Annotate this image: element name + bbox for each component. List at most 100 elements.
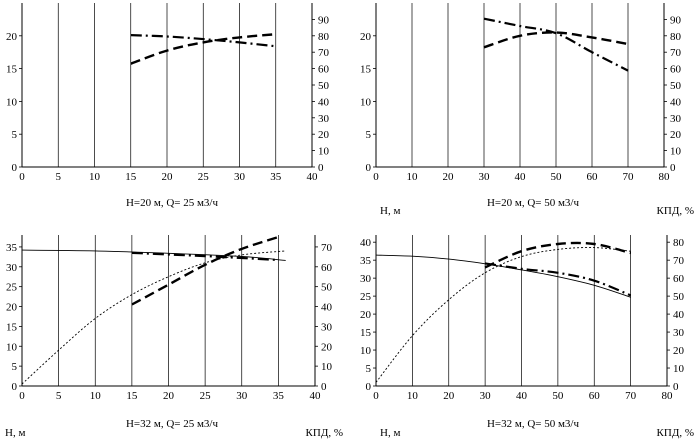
chart-2-y-tick-label: 5: [366, 129, 372, 141]
chart-3-ticks: 0 5 10 15 20 25 30 35 40051015202530350102030405…: [6, 242, 333, 402]
chart-2-series: [483, 17, 629, 72]
chart-1-y2-tick-label: 90: [318, 14, 330, 26]
chart-4-series-head: [484, 262, 632, 297]
chart-3-axes: [21, 235, 316, 387]
chart-1-x-tick-label: 25: [198, 171, 210, 183]
chart-2-y2-tick-label: 10: [670, 146, 682, 158]
chart-1-x-tick-label: 30: [234, 171, 246, 183]
chart-2-y2-tick-label: 30: [670, 113, 682, 125]
chart-4-y-tick-label: 40: [360, 237, 372, 249]
chart-2-y2-tick-label: 90: [670, 14, 682, 26]
chart-3-series-efficiency: [131, 235, 279, 306]
chart-3-ylabel: Н, м: [5, 427, 25, 439]
chart-3-y2-tick-label: 0: [321, 381, 327, 393]
chart-3-y-tick-label: 15: [6, 321, 18, 333]
chart-2-y-tick-label: 20: [360, 31, 372, 43]
chart-4-y2-tick-label: 60: [673, 273, 685, 285]
chart-3-y-tick-label: 5: [12, 361, 18, 373]
chart-2-y2-tick-label: 60: [670, 64, 682, 76]
chart-1-x-tick-label: 0: [19, 171, 25, 183]
chart-1-x-tick-label: 35: [270, 171, 282, 183]
chart-1-x-tick-label: 20: [162, 171, 174, 183]
chart-4-y2-tick-label: 50: [673, 291, 685, 303]
chart-1-ticks: 0 5 10 15 20 25 30 35 40051015200102030405060708…: [6, 14, 330, 183]
chart-1-series: [130, 33, 276, 65]
chart-3-x-tick-label: 25: [200, 390, 212, 402]
chart-3-x-tick-label: 5: [56, 390, 62, 402]
chart-1-x-tick-label: 5: [56, 171, 62, 183]
chart-2-y2-tick-label: 0: [670, 162, 676, 174]
chart-3-series-head-reference: [21, 249, 286, 261]
chart-3-y2-tick-label: 40: [321, 302, 333, 314]
chart-4-ylabel: Н, м: [380, 427, 400, 439]
chart-2-x-tick-label: 80: [659, 171, 671, 183]
chart-2-y2-tick-label: 40: [670, 96, 682, 108]
chart-4-ticks: 0 10 20 30 40 50 60 70 8005101520253035400102030…: [360, 237, 685, 402]
chart-2-x-tick-label: 60: [587, 171, 599, 183]
chart-3-y2-tick-label: 60: [321, 262, 333, 274]
chart-1-y2-tick-label: 30: [318, 113, 330, 125]
chart-3-x-tick-label: 40: [310, 390, 322, 402]
chart-3-y-tick-label: 35: [6, 242, 18, 254]
chart-2-grid: [411, 3, 665, 167]
chart-4-y-tick-label: 5: [366, 363, 372, 375]
chart-2-x-tick-label: 30: [479, 171, 491, 183]
chart-2-x-tick-label: 10: [407, 171, 419, 183]
chart-4-y2-tick-label: 20: [673, 345, 685, 357]
chart-2-y-tick-label: 10: [360, 96, 372, 108]
chart-2-y-tick-label: 15: [360, 64, 372, 76]
chart-2-x-tick-label: 50: [551, 171, 563, 183]
chart-2-caption: H=20 м, Q= 50 м3/ч: [487, 197, 580, 209]
chart-2-x-tick-label: 40: [515, 171, 527, 183]
chart-4-y2-tick-label: 0: [673, 381, 679, 393]
chart-3-x-tick-label: 35: [273, 390, 285, 402]
chart-2-x-tick-label: 20: [443, 171, 455, 183]
chart-4-x-tick-label: 80: [662, 390, 674, 402]
chart-1-y-tick-label: 0: [12, 162, 18, 174]
chart-3-y2-tick-label: 30: [321, 321, 333, 333]
chart-3-y-tick-label: 0: [12, 381, 18, 393]
chart-3-y-tick-label: 25: [6, 282, 18, 294]
chart-1-y2-tick-label: 20: [318, 129, 330, 141]
chart-1: 0 5 10 15 20 25 30 35 40051015200102030405060708…: [6, 3, 330, 209]
chart-4-series-head-reference: [375, 254, 631, 298]
chart-1-y2-tick-label: 80: [318, 31, 330, 43]
chart-4-y2-tick-label: 30: [673, 327, 685, 339]
chart-1-y2-tick-label: 50: [318, 80, 330, 92]
chart-1-series-efficiency: [130, 33, 276, 65]
chart-4-y-tick-label: 20: [360, 309, 372, 321]
chart-1-y2-tick-label: 60: [318, 64, 330, 76]
chart-4-y-tick-label: 35: [360, 255, 372, 267]
chart-3-series: [21, 235, 286, 385]
chart-1-y2-tick-label: 10: [318, 146, 330, 158]
chart-1-y2-tick-label: 40: [318, 96, 330, 108]
chart-4-series-efficiency: [484, 241, 631, 269]
chart-3-y-tick-label: 20: [6, 302, 18, 314]
chart-3-y2-tick-label: 50: [321, 282, 333, 294]
chart-2-y2-tick-label: 80: [670, 31, 682, 43]
chart-3-y2-tick-label: 70: [321, 242, 333, 254]
chart-4-x-tick-label: 60: [589, 390, 601, 402]
chart-1-y2-tick-label: 0: [318, 162, 324, 174]
chart-3-y-tick-label: 30: [6, 262, 18, 274]
chart-2-y2-tick-label: 20: [670, 129, 682, 141]
chart-4-x-tick-label: 30: [480, 390, 492, 402]
chart-3-series-efficiency-reference: [21, 250, 286, 385]
chart-4-x-tick-label: 0: [373, 390, 379, 402]
chart-4-x-tick-label: 40: [516, 390, 528, 402]
chart-3-x-tick-label: 30: [236, 390, 248, 402]
chart-4-y-tick-label: 25: [360, 291, 372, 303]
chart-3: 0 5 10 15 20 25 30 35 40051015202530350102030405…: [5, 235, 343, 439]
chart-4-y-tick-label: 15: [360, 327, 372, 339]
chart-4-x-tick-label: 20: [443, 390, 455, 402]
chart-1-x-tick-label: 10: [89, 171, 101, 183]
chart-4-x-tick-label: 10: [407, 390, 419, 402]
chart-4-caption: H=32 м, Q= 50 м3/ч: [487, 418, 580, 430]
chart-4-y-tick-label: 30: [360, 273, 372, 285]
chart-3-y2-tick-label: 20: [321, 341, 333, 353]
chart-4-y2-tick-label: 10: [673, 363, 685, 375]
chart-2: 0 10 20 30 40 50 60 70 8005101520010203040506070…: [360, 3, 694, 217]
chart-2-series-head: [483, 17, 629, 72]
chart-4-y2label: КПД, %: [657, 427, 694, 439]
